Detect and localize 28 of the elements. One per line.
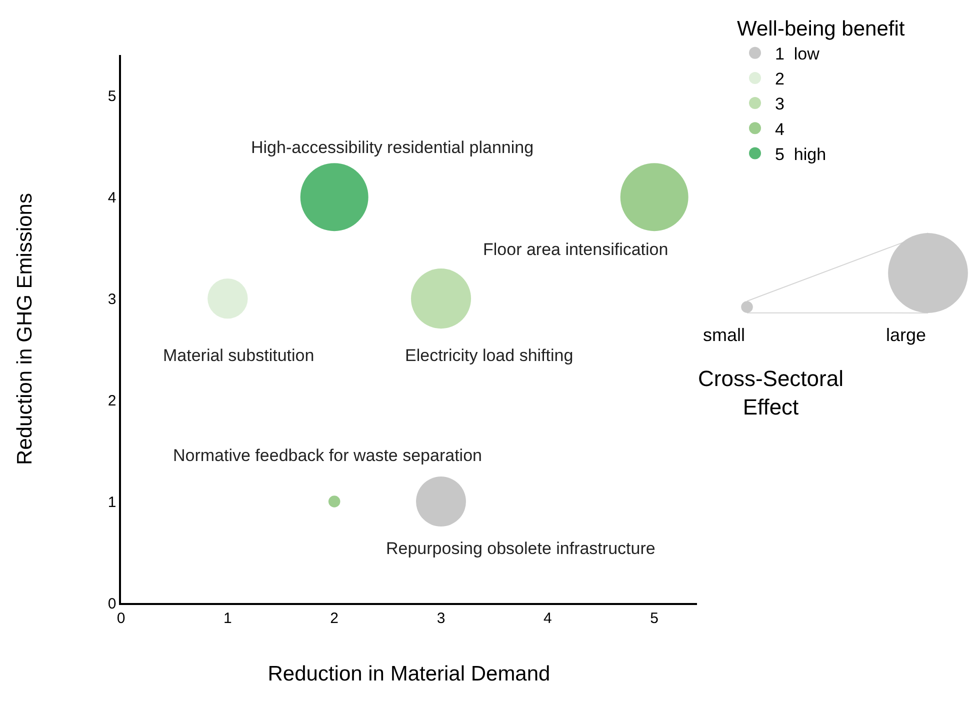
annotation: High-accessibility residential planning — [251, 138, 534, 157]
x-tick-label: 4 — [544, 610, 552, 627]
x-tick-label: 2 — [330, 610, 338, 627]
annotation: Material substitution — [163, 346, 314, 365]
x-tick-label: 5 — [650, 610, 658, 627]
y-axis-title: Reduction in GHG Emissions — [14, 193, 37, 465]
legend-title: Well-being benefit — [737, 17, 905, 40]
legend-label: 2 — [775, 70, 784, 89]
x-tick-label: 3 — [436, 610, 446, 627]
x-axis-title: Reduction in Material Demand — [268, 662, 550, 686]
y-tick-label: 3 — [108, 290, 116, 308]
legend-label: 4 — [775, 120, 784, 139]
annotation: Repurposing obsolete infrastructure — [386, 539, 656, 558]
annotation: Floor area intensification — [483, 240, 668, 259]
legend-label: 3 — [775, 94, 784, 114]
text: Cross-Sectoral Effect — [698, 366, 844, 420]
legend-label: 5 high — [775, 144, 826, 164]
y-tick-label: 0 — [108, 595, 116, 612]
y-tick-label: 4 — [108, 189, 116, 206]
y-tick-label: 5 — [108, 88, 116, 105]
x-tick-label: 1 — [224, 610, 232, 627]
legend-label: large — [886, 325, 926, 345]
legend-label: small — [703, 325, 746, 345]
annotation: Normative feedback for waste separation — [173, 446, 482, 465]
legend-label: 1 low — [775, 44, 820, 64]
y-tick-label: 2 — [108, 392, 116, 410]
y-tick-label: 1 — [108, 494, 116, 511]
annotation: Electricity load shifting — [405, 346, 574, 365]
